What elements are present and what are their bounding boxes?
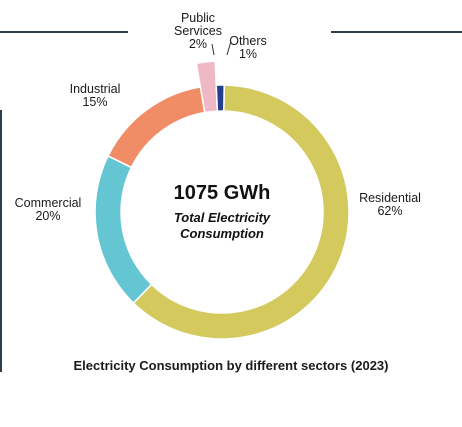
label-others-name: Others bbox=[229, 34, 267, 48]
label-public-services-name-1: Public bbox=[181, 11, 215, 25]
label-industrial-name: Industrial bbox=[70, 82, 121, 96]
center-label-line-1: Total Electricity bbox=[174, 210, 271, 225]
label-residential-value: 62% bbox=[377, 204, 402, 218]
chart-title: Electricity Consumption by different sec… bbox=[73, 358, 389, 373]
leader-line-public-services bbox=[211, 43, 215, 56]
decorative-rule-right bbox=[331, 31, 462, 33]
decorative-rule-left bbox=[0, 31, 128, 33]
label-commercial-value: 20% bbox=[35, 209, 60, 223]
slice-industrial bbox=[107, 85, 206, 169]
slice-others bbox=[215, 84, 225, 112]
label-public-services-value: 2% bbox=[189, 37, 207, 51]
label-public-services-name-2: Services bbox=[174, 24, 222, 38]
label-residential-name: Residential bbox=[359, 191, 421, 205]
donut-center: 1075 GWh Total Electricity Consumption bbox=[174, 182, 271, 241]
donut-slices bbox=[94, 60, 350, 340]
center-label-line-2: Consumption bbox=[180, 226, 264, 241]
center-total-value: 1075 GWh bbox=[174, 182, 271, 204]
slice-residential bbox=[132, 84, 350, 340]
label-others-value: 1% bbox=[239, 47, 257, 61]
decorative-bar-left bbox=[0, 110, 2, 372]
label-industrial-value: 15% bbox=[82, 95, 107, 109]
slice-commercial bbox=[94, 154, 153, 305]
leader-line-others bbox=[226, 40, 232, 56]
label-commercial-name: Commercial bbox=[15, 196, 82, 210]
